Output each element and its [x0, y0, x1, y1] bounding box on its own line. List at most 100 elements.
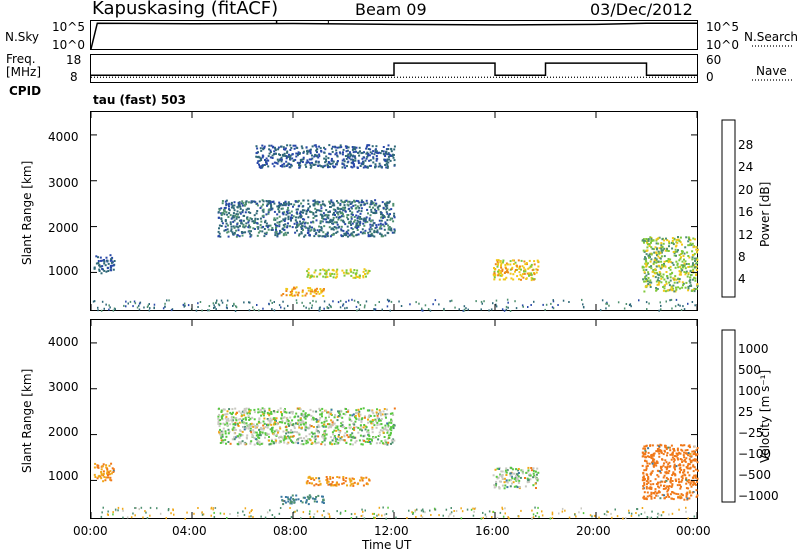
velocity-echo-cell: [313, 478, 316, 481]
velocity-echo-cell: [226, 424, 229, 427]
velocity-echo-cell: [173, 513, 175, 516]
velocity-echo-cell: [243, 422, 246, 425]
velocity-echo-cell: [672, 472, 675, 475]
power-echo-cell: [665, 300, 667, 303]
power-echo-cell: [97, 256, 99, 259]
power-echo-cell: [109, 264, 112, 267]
power-echo-cell: [648, 302, 650, 305]
power-echo-cell: [663, 287, 666, 290]
power-echo-cell: [312, 163, 315, 166]
velocity-echo-cell: [268, 436, 270, 438]
velocity-echo-cell: [527, 469, 530, 472]
velocity-echo-cell: [339, 512, 342, 515]
velocity-echo-cell: [647, 447, 650, 450]
velocity-echo-cell: [328, 415, 330, 418]
power-echo-cell: [343, 274, 346, 277]
power-echo-cell: [265, 231, 268, 234]
power-echo-cell: [324, 148, 327, 151]
velocity-echo-cell: [515, 479, 518, 482]
velocity-echo-cell: [692, 483, 695, 486]
power-echo-cell: [647, 239, 650, 242]
velocity-echo-cell: [466, 508, 469, 511]
power-echo-cell: [266, 203, 269, 206]
power-echo-cell: [669, 273, 672, 276]
power-echo-cell: [309, 152, 312, 155]
velocity-echo-cell: [225, 421, 228, 423]
power-echo-cell: [671, 239, 674, 242]
power-echo-cell: [320, 220, 323, 223]
velocity-echo-cell: [225, 435, 228, 438]
velocity-echo-cell: [509, 472, 512, 475]
velocity-echo-cell: [395, 516, 397, 519]
velocity-echo-cell: [575, 515, 577, 518]
velocity-echo-cell: [284, 422, 287, 425]
power-echo-cell: [283, 152, 286, 155]
velocity-echo-cell: [230, 416, 233, 419]
velocity-echo-cell: [323, 510, 325, 512]
velocity-echo-cell: [272, 441, 275, 443]
power-echo-cell: [287, 204, 290, 207]
velocity-echo-cell: [675, 465, 678, 468]
power-echo-cell: [367, 235, 370, 238]
velocity-echo-cell: [681, 479, 684, 482]
power-echo-cell: [653, 260, 656, 263]
power-echo-cell: [302, 199, 305, 202]
velocity-echo-cell: [308, 512, 311, 515]
power-echo-cell: [230, 228, 233, 231]
velocity-echo-cell: [386, 422, 389, 425]
power-echo-cell: [380, 235, 383, 238]
velocity-colorbar-frame: [721, 329, 736, 503]
power-echo-cell: [643, 258, 646, 261]
power-echo-cell: [343, 164, 346, 167]
velocity-echo-cell: [646, 483, 648, 486]
power-echo-cell: [669, 288, 672, 291]
power-echo-cell: [518, 278, 520, 281]
power-echo-cell: [262, 164, 264, 167]
velocity-echo-cell: [364, 428, 367, 431]
velocity-echo-cell: [222, 408, 225, 411]
power-echo-cell: [320, 229, 323, 232]
power-echo-cell: [273, 150, 276, 153]
velocity-echo-cell: [270, 430, 273, 433]
power-echo-cell: [524, 263, 527, 266]
power-echo-cell: [683, 265, 686, 268]
power-echo-cell: [276, 158, 279, 161]
power-echo-cell: [659, 272, 662, 275]
power-echo-cell: [515, 307, 518, 310]
power-echo-cell: [201, 309, 203, 312]
velocity-echo-cell: [651, 461, 653, 464]
power-echo-cell: [281, 227, 284, 230]
power-echo-cell: [112, 264, 115, 267]
velocity-echo-cell: [156, 507, 158, 510]
power-echo-cell: [382, 150, 385, 153]
velocity-echo-cell: [358, 410, 361, 413]
power-echo-cell: [302, 156, 305, 159]
power-echo-cell: [317, 156, 320, 159]
power-echo-cell: [245, 208, 248, 211]
power-echo-cell: [509, 310, 512, 312]
power-echo-cell: [358, 201, 361, 204]
power-echo-cell: [645, 264, 648, 267]
velocity-echo-cell: [387, 426, 390, 429]
velocity-echo-cell: [369, 415, 372, 417]
power-echo-cell: [100, 259, 102, 262]
power-echo-cell: [226, 304, 228, 307]
velocity-echo-cell: [516, 486, 519, 489]
power-echo-cell: [228, 212, 231, 215]
power-echo-cell: [655, 251, 658, 254]
power-echo-cell: [281, 212, 284, 215]
power-echo-cell: [388, 158, 391, 161]
power-echo-cell: [682, 305, 684, 308]
power-echo-cell: [342, 219, 345, 222]
power-echo-cell: [265, 213, 268, 216]
power-echo-cell: [280, 158, 283, 161]
velocity-echo-cell: [338, 439, 341, 442]
power-echo-cell: [356, 205, 359, 208]
power-echo-cell: [369, 148, 372, 151]
velocity-echo-cell: [297, 498, 300, 501]
velocity-echo-cell: [651, 457, 654, 460]
velocity-echo-cell: [668, 495, 671, 498]
velocity-echo-cell: [360, 427, 363, 430]
power-echo-cell: [282, 146, 285, 149]
velocity-echo-cell: [501, 484, 504, 487]
